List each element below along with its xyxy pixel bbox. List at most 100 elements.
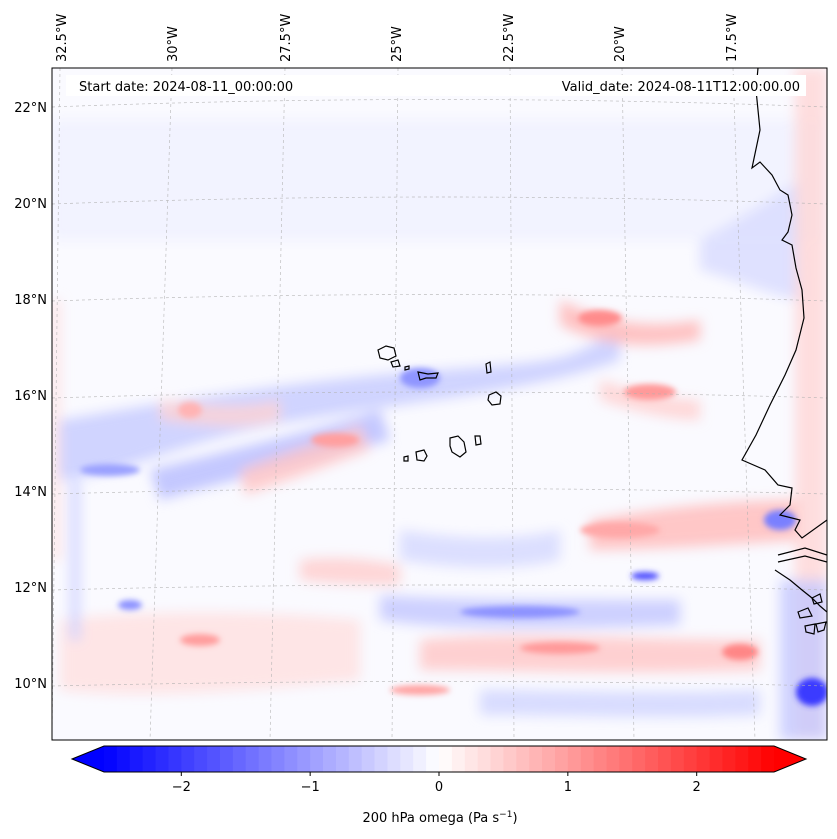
colorbar-segment: [451, 746, 466, 772]
lat-label: 12°N: [14, 581, 47, 596]
colorbar-segment: [426, 746, 440, 772]
gambia-coastline: [777, 547, 827, 563]
omega-field-detail: [80, 310, 827, 706]
colorbar-tick-label: 2: [693, 780, 701, 795]
lon-label: 25°W: [390, 26, 405, 62]
lat-label: 10°N: [14, 677, 47, 692]
colorbar-segment: [606, 746, 620, 772]
santa-luzia-island: [404, 365, 410, 371]
colorbar-segment: [439, 746, 453, 772]
colorbar-segment: [207, 746, 221, 772]
valid-date-text: Valid_date: 2024-08-11T12:00:00.00: [562, 80, 800, 95]
colorbar-extend-high: [774, 746, 806, 772]
sal-island: [485, 361, 492, 374]
colorbar-segment: [323, 746, 337, 772]
colorbar-segment: [142, 746, 157, 772]
bijagos-coastline: [797, 593, 827, 635]
lon-label: 27.5°W: [279, 14, 294, 62]
colorbar-segment: [104, 746, 118, 772]
colorbar-segment: [219, 746, 234, 772]
colorbar-segment: [709, 746, 724, 772]
colorbar-segment: [116, 746, 131, 772]
brava-island: [403, 455, 409, 462]
colorbar-segment: [232, 746, 247, 772]
colorbar-segment: [761, 746, 775, 772]
colorbar: −2 −1 0 1 2 200 hPa omega (Pa s−1): [70, 745, 808, 826]
colorbar-segment: [632, 746, 646, 772]
map-frame: [51, 67, 828, 741]
lon-label: 32.5°W: [55, 14, 70, 62]
colorbar-segment: [361, 746, 376, 772]
colorbar-extend-low: [72, 746, 104, 772]
colorbar-segment: [645, 746, 659, 772]
colorbar-label: 200 hPa omega (Pa s−1): [362, 810, 517, 826]
colorbar-segment: [413, 746, 427, 772]
gridlines: [52, 68, 827, 740]
longitude-labels: 32.5°W 30°W 27.5°W 25°W 22.5°W 20°W 17.5…: [55, 14, 740, 62]
colorbar-segment: [387, 746, 401, 772]
guinea-coastline: [774, 569, 827, 613]
sao-nicolau-island: [417, 371, 439, 381]
colorbar-segment: [516, 746, 530, 772]
colorbar-segment: [194, 746, 208, 772]
start-date-text: Start date: 2024-08-11_00:00:00: [79, 80, 293, 95]
colorbar-segment: [310, 746, 324, 772]
lon-label: 30°W: [166, 26, 181, 62]
colorbar-segment: [696, 746, 711, 772]
colorbar-segment: [503, 746, 517, 772]
colorbar-segment: [168, 746, 182, 772]
maio-island: [474, 435, 482, 446]
lon-label: 20°W: [613, 26, 628, 62]
lat-label: 14°N: [14, 485, 47, 500]
colorbar-tick-label: −2: [172, 780, 191, 795]
colorbar-segment: [619, 746, 633, 772]
fogo-island: [415, 449, 428, 462]
colorbar-segment: [580, 746, 595, 772]
colorbar-segment: [297, 746, 311, 772]
lat-label: 20°N: [14, 197, 47, 212]
colorbar-tick-label: −1: [301, 780, 320, 795]
lat-label: 22°N: [14, 101, 47, 116]
colorbar-segment: [464, 746, 479, 772]
colorbar-segment: [748, 746, 762, 772]
colorbar-segment: [271, 746, 285, 772]
omega-field: [52, 68, 827, 740]
sao-vicente-island: [390, 359, 401, 368]
colorbar-segment: [400, 746, 414, 772]
colorbar-segment: [567, 746, 582, 772]
colorbar-ticks: −2 −1 0 1 2: [172, 772, 701, 795]
colorbar-segment: [155, 746, 170, 772]
colorbar-segment: [490, 746, 505, 772]
colorbar-segment: [593, 746, 608, 772]
colorbar-tick-label: 0: [435, 780, 443, 795]
colorbar-segment: [554, 746, 569, 772]
colorbar-segment: [670, 746, 685, 772]
colorbar-segment: [529, 746, 543, 772]
colorbar-outline: [70, 745, 808, 773]
colorbar-segment: [258, 746, 273, 772]
lat-label: 18°N: [14, 293, 47, 308]
colorbar-segment: [477, 746, 492, 772]
santo-antao-island: [377, 345, 397, 361]
map-panel: Start date: 2024-08-11_00:00:00 Valid_da…: [51, 67, 828, 741]
colorbar-segment: [735, 746, 749, 772]
africa-coastline: [741, 68, 827, 539]
lon-label: 22.5°W: [502, 14, 517, 62]
colorbar-segment: [129, 746, 144, 772]
coastlines: [377, 68, 827, 635]
colorbar-segment: [683, 746, 698, 772]
colorbar-tick-label: 1: [564, 780, 572, 795]
colorbar-segment: [374, 746, 389, 772]
lon-label: 17.5°W: [725, 14, 740, 62]
colorbar-segment: [722, 746, 736, 772]
colorbar-segment: [335, 746, 350, 772]
colorbar-segment: [181, 746, 195, 772]
santiago-island: [449, 435, 467, 458]
colorbar-segment: [245, 746, 260, 772]
colorbar-segment: [658, 746, 672, 772]
date-header-box: [66, 75, 806, 96]
colorbar-segment: [284, 746, 298, 772]
colorbar-segment: [542, 746, 556, 772]
colorbar-segments: [104, 746, 775, 772]
